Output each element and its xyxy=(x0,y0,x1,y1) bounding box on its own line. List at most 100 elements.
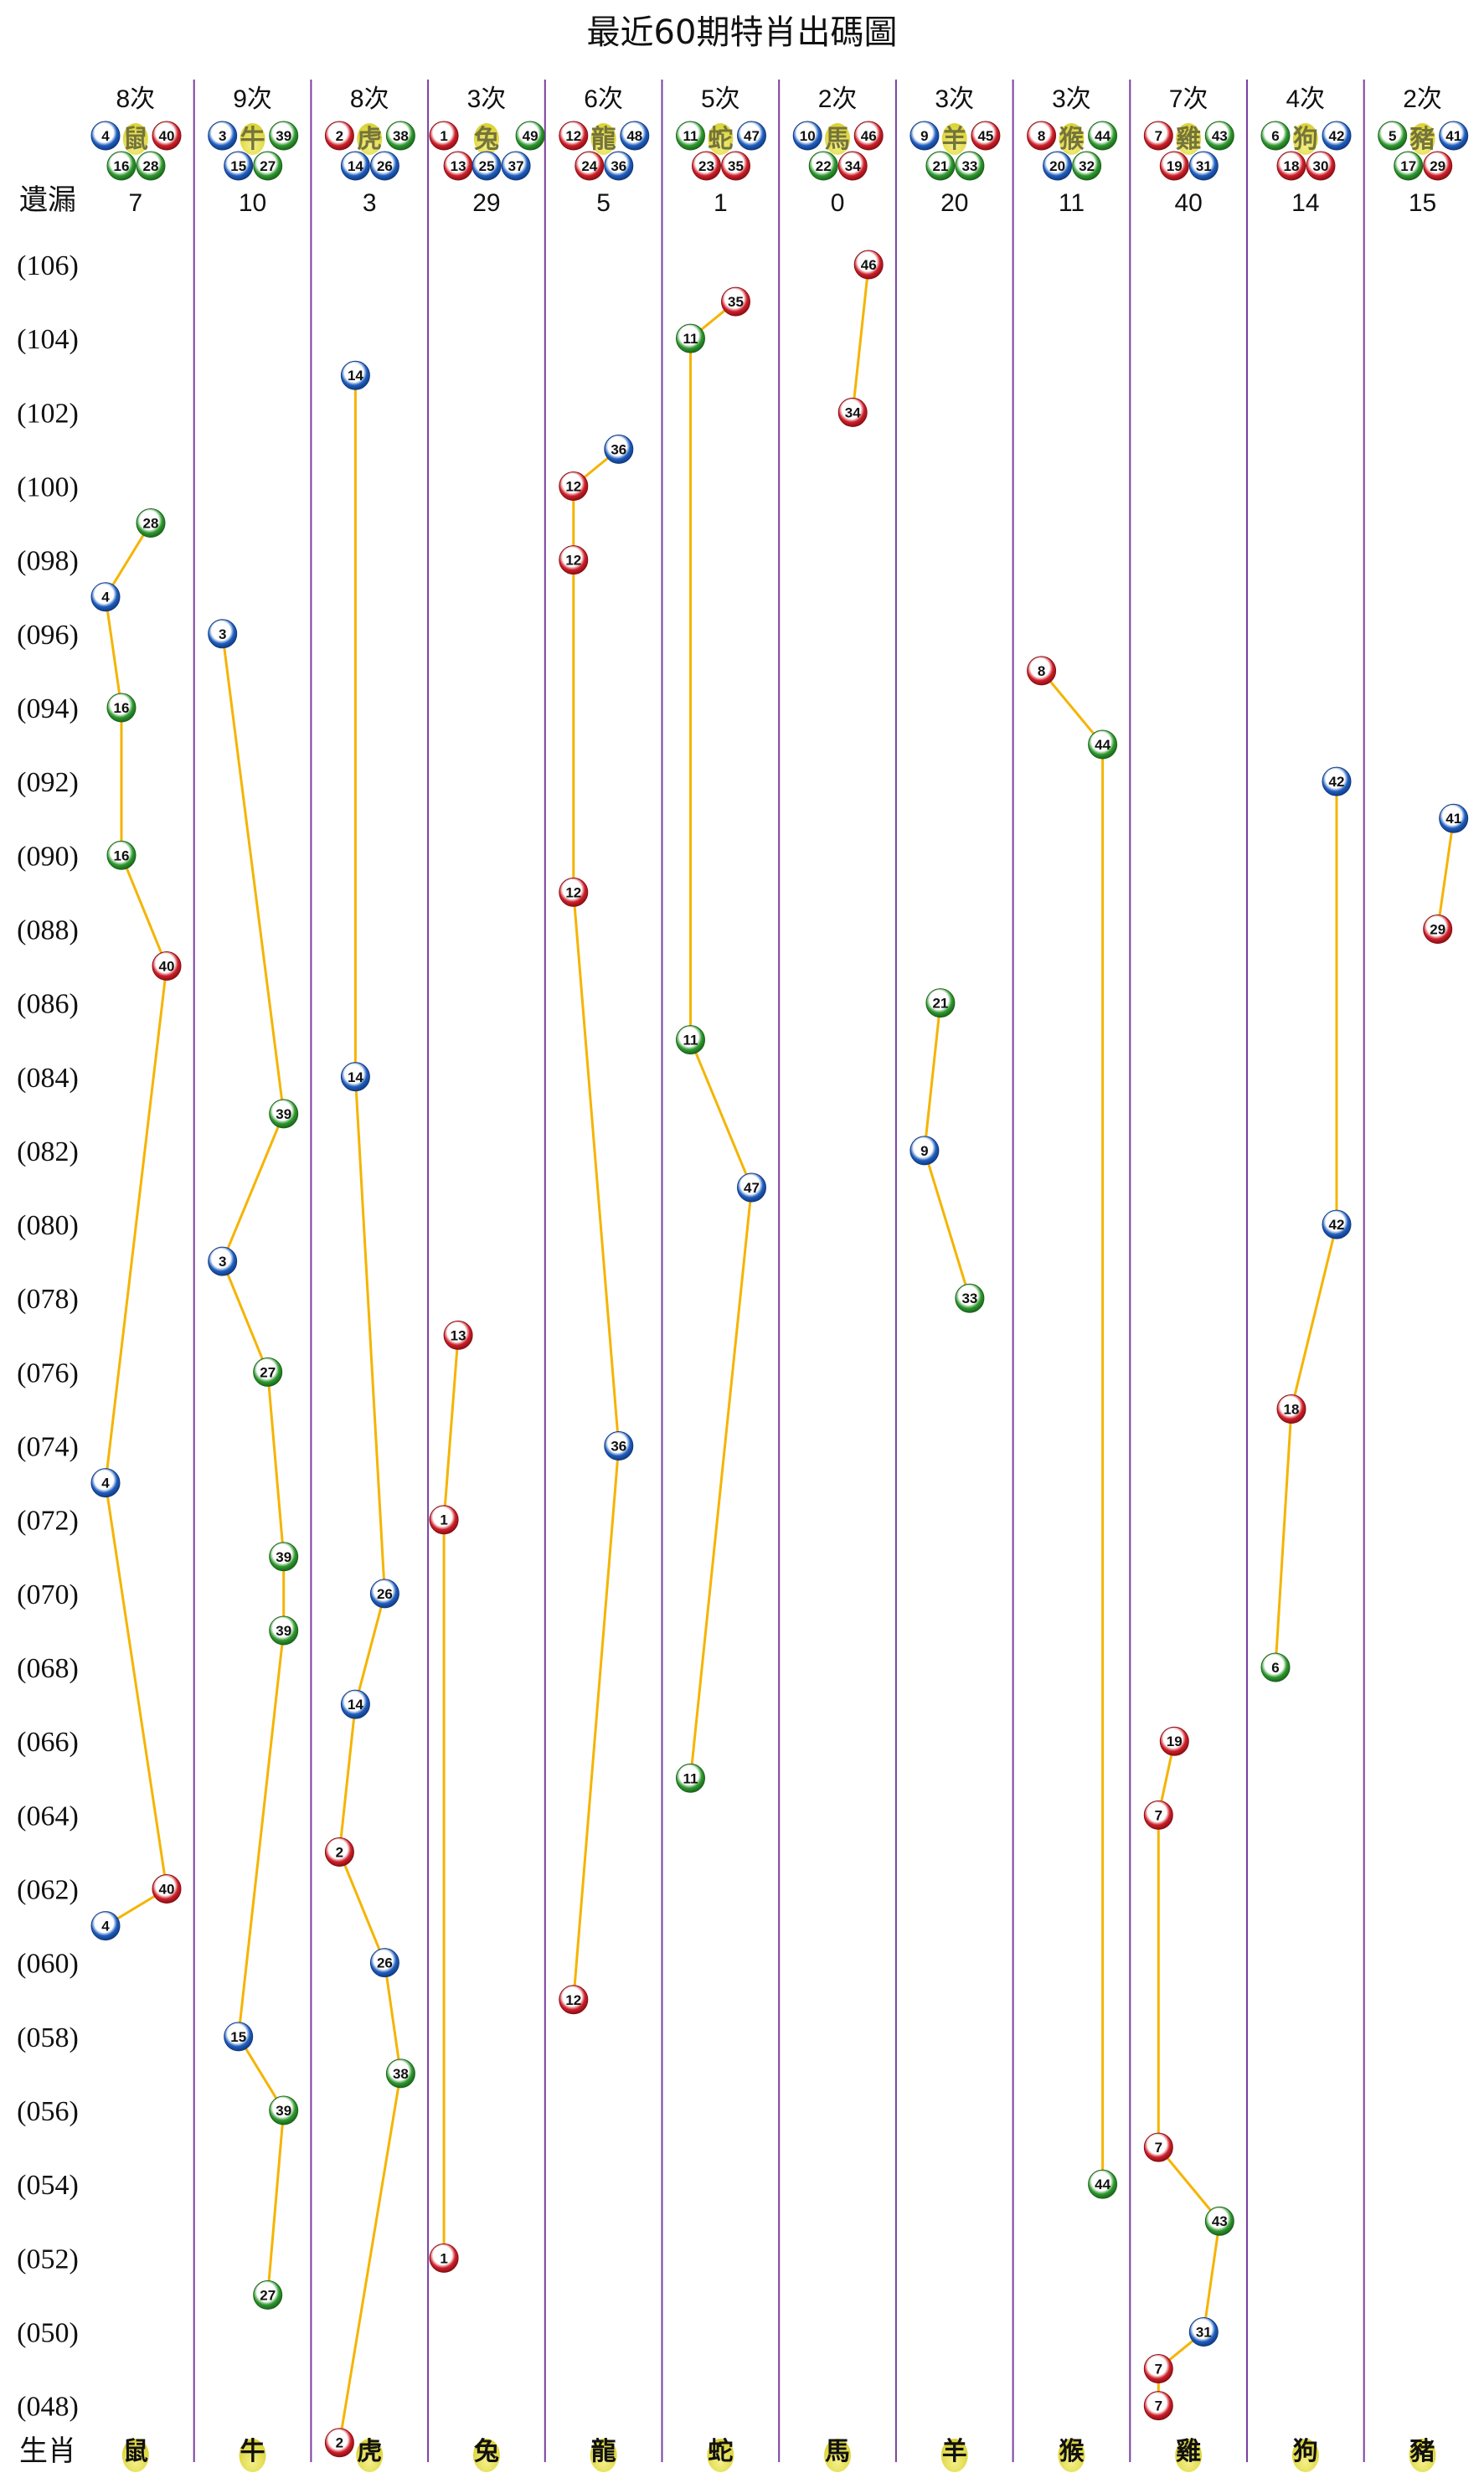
ball-blue-circle xyxy=(1322,121,1352,151)
ball-blue-circle xyxy=(604,151,634,181)
ball-green-circle xyxy=(955,1283,985,1313)
ball-7: 7 xyxy=(1143,2132,1173,2162)
ball-red-circle xyxy=(1276,1394,1306,1424)
ball-number: 26 xyxy=(377,1955,393,1971)
ball-number: 47 xyxy=(744,1180,760,1196)
ball-number: 35 xyxy=(728,158,744,174)
ball-number: 18 xyxy=(1284,1401,1300,1417)
ball-7: 7 xyxy=(1143,1800,1173,1830)
ball-36: 36 xyxy=(604,151,634,181)
ball-red-circle xyxy=(575,151,605,181)
ball-11: 11 xyxy=(676,121,705,151)
ball-red-circle xyxy=(1423,914,1453,944)
ball-40: 40 xyxy=(152,121,182,151)
ball-number: 47 xyxy=(744,128,760,144)
ball-blue-circle xyxy=(208,1246,238,1276)
period-label: (056) xyxy=(17,2096,79,2127)
zodiac-footer-9: 雞 xyxy=(1175,2437,1203,2472)
ball-number: 36 xyxy=(611,158,626,174)
ball-number: 31 xyxy=(1196,2324,1212,2340)
zodiac-footer-3: 兔 xyxy=(472,2437,500,2472)
ball-number: 19 xyxy=(1167,158,1183,174)
period-label: (106) xyxy=(17,250,79,281)
ball-46: 46 xyxy=(853,250,884,280)
ball-number: 13 xyxy=(451,1327,466,1343)
zodiac-badge-bg xyxy=(239,2439,266,2472)
ball-number: 43 xyxy=(1212,2213,1228,2229)
zodiac-header-label: 猴 xyxy=(1059,125,1084,154)
ball-28: 28 xyxy=(136,508,166,538)
ball-red-circle xyxy=(429,2243,459,2273)
ball-12: 12 xyxy=(559,1985,589,2015)
ball-number: 8 xyxy=(1038,663,1045,679)
series-line-segment xyxy=(1202,2221,1221,2332)
ball-1: 1 xyxy=(429,2243,459,2273)
zodiac-badge-bg xyxy=(472,2439,500,2472)
ball-6: 6 xyxy=(1260,121,1291,151)
zodiac-badge-bg xyxy=(824,2439,852,2472)
ball-number: 33 xyxy=(961,158,977,174)
ball-43: 43 xyxy=(1204,2206,1234,2236)
ball-number: 40 xyxy=(159,959,175,975)
zodiac-footer-label: 鼠 xyxy=(123,2437,148,2466)
ball-number: 2 xyxy=(336,2435,343,2451)
ball-number: 15 xyxy=(230,2029,246,2045)
ball-green-circle xyxy=(1204,2206,1234,2236)
ball-number: 12 xyxy=(565,553,581,569)
ball-number: 4 xyxy=(101,1476,110,1492)
ball-blue-circle xyxy=(224,151,254,181)
ball-number: 14 xyxy=(348,368,363,384)
series-line-segment xyxy=(266,2110,286,2295)
ball-number: 44 xyxy=(1095,2177,1110,2192)
ball-red-circle xyxy=(1027,121,1057,151)
ball-35: 35 xyxy=(721,286,750,317)
ball-red-circle xyxy=(429,121,459,151)
series-line-segment xyxy=(1157,2146,1221,2223)
zodiac-footer-1: 牛 xyxy=(239,2437,266,2472)
ball-number: 41 xyxy=(1445,128,1461,144)
ball-red-circle xyxy=(853,121,884,151)
ball-blue-circle xyxy=(1322,766,1352,796)
ball-48: 48 xyxy=(620,121,650,151)
ball-green-circle xyxy=(136,508,166,538)
ball-green-circle xyxy=(385,121,415,151)
ball-red-circle xyxy=(837,151,868,181)
zodiac-header-label: 虎 xyxy=(357,125,382,154)
ball-number: 13 xyxy=(451,158,466,174)
zodiac-header-label: 羊 xyxy=(942,125,967,154)
ball-32: 32 xyxy=(1072,151,1102,181)
ball-green-circle xyxy=(1088,121,1118,151)
ball-27: 27 xyxy=(253,1357,283,1387)
zodiac-footer-label: 狗 xyxy=(1293,2437,1318,2466)
series-line-segment xyxy=(221,633,286,1115)
zodiac-badge-bg xyxy=(122,123,148,155)
period-label: (082) xyxy=(17,1136,79,1167)
ball-number: 12 xyxy=(565,1992,581,2008)
period-label: (074) xyxy=(17,1432,79,1463)
ball-green-circle xyxy=(808,151,838,181)
ball-number: 3 xyxy=(219,1254,226,1270)
ball-blue-circle xyxy=(792,121,822,151)
zodiac-badge-bg xyxy=(941,123,967,155)
ball-17: 17 xyxy=(1394,151,1424,181)
ball-number: 16 xyxy=(114,848,130,863)
ball-number: 35 xyxy=(728,294,744,310)
ball-number: 39 xyxy=(276,1106,291,1122)
ball-green-circle xyxy=(269,1615,299,1646)
series-points: 2841616404404339327393915392714142614226… xyxy=(90,250,1469,2458)
ball-33: 33 xyxy=(955,151,985,181)
ball-green-circle xyxy=(1260,1652,1291,1682)
ball-red-circle xyxy=(837,397,868,427)
ball-39: 39 xyxy=(269,1099,299,1129)
missing-label: 遺漏 xyxy=(19,185,76,216)
zodiac-footer-label: 兔 xyxy=(474,2437,499,2466)
ball-blue-circle xyxy=(909,121,940,151)
ball-green-circle xyxy=(676,1763,705,1793)
zodiac-footer-label: 馬 xyxy=(825,2437,850,2466)
ball-47: 47 xyxy=(737,1172,766,1203)
missing-count: 11 xyxy=(1059,189,1085,217)
